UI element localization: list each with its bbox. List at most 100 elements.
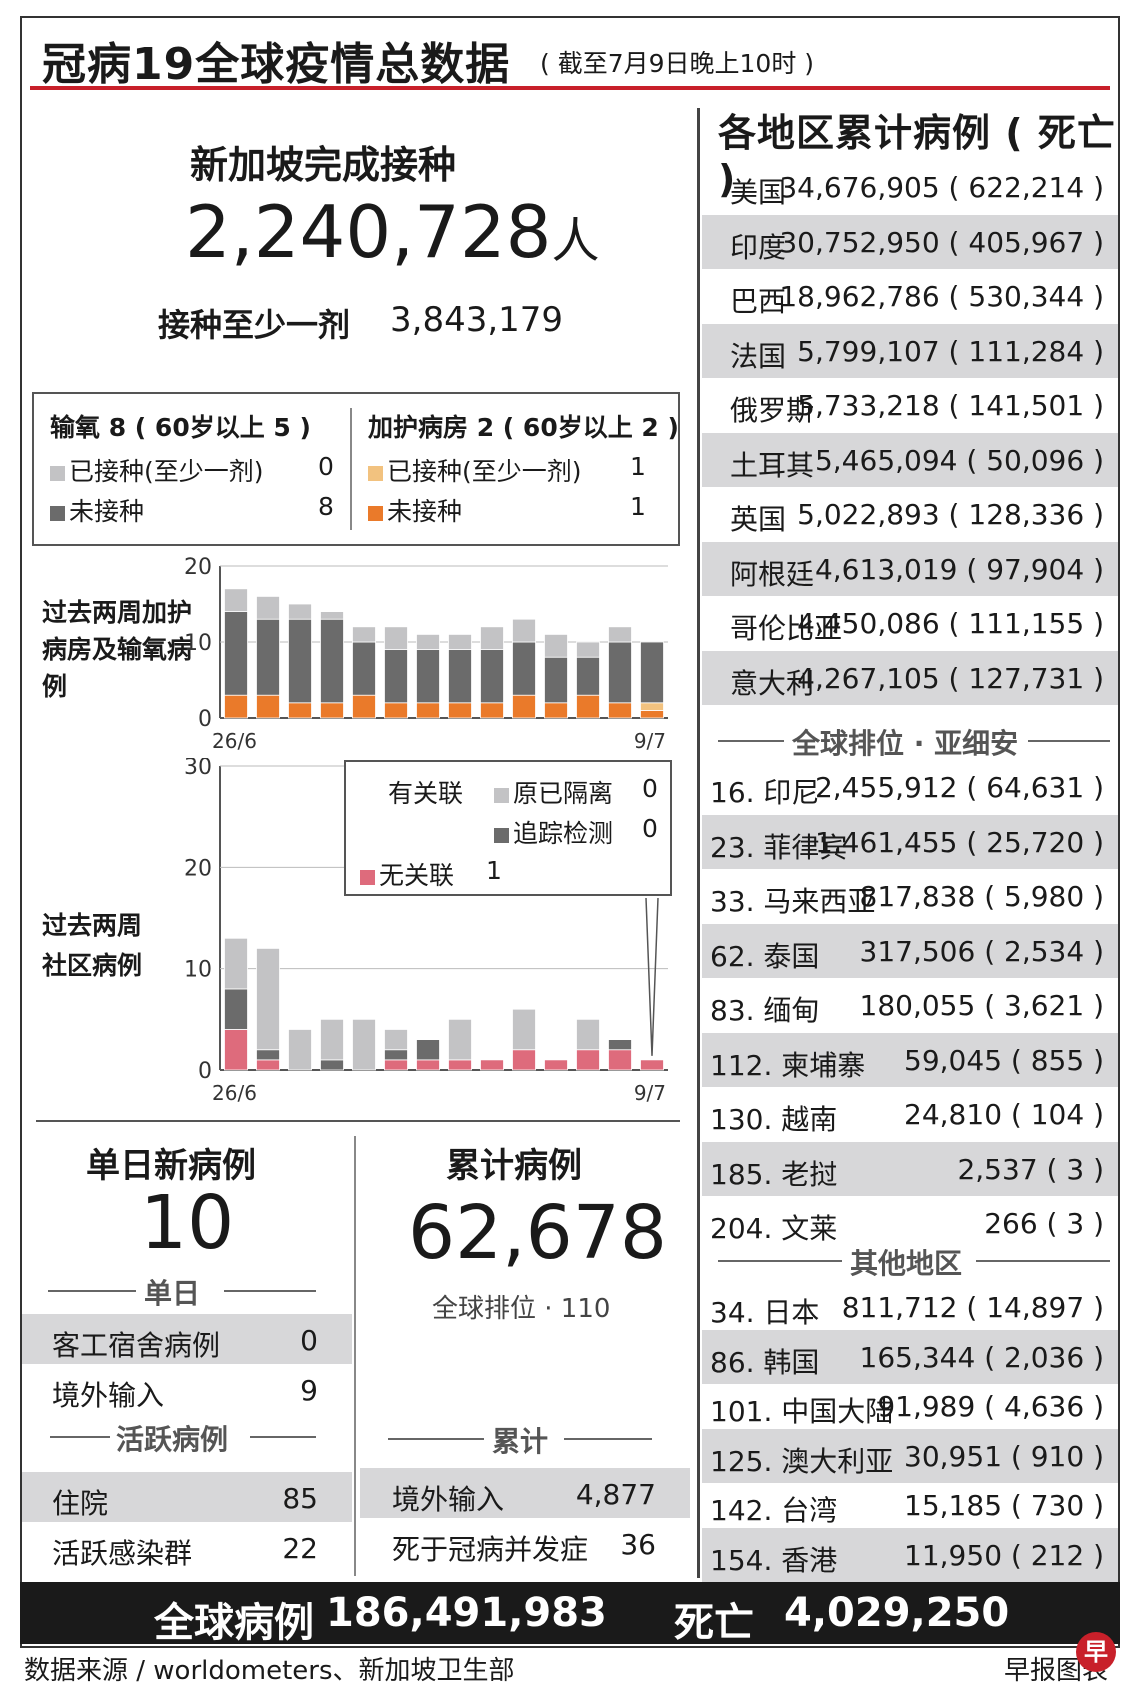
bar-segment [576, 1018, 600, 1051]
region-name: 英国 [730, 503, 787, 536]
bar-segment [288, 702, 312, 719]
region-name: 86. 韩国 [710, 1345, 820, 1379]
global-cases-value: 186,491,983 [326, 1590, 607, 1636]
region-name: 阿根廷 [730, 557, 815, 591]
region-row: 美国 34,676,905 ( 622,214 ) [702, 160, 1118, 214]
dorm-value: 0 [300, 1324, 318, 1357]
bar-segment [640, 1059, 664, 1071]
bar-segment [416, 649, 440, 704]
oxygen-vaccinated-value: 0 [318, 452, 334, 481]
bar-segment [544, 634, 568, 658]
bar-segment [384, 1059, 408, 1071]
region-name: 83. 缅甸 [710, 994, 820, 1027]
y-tick-label: 0 [198, 1059, 212, 1084]
region-name: 哥伦比亚 [730, 612, 843, 645]
region-name: 俄罗斯 [730, 394, 815, 427]
bar-segment [384, 649, 408, 704]
global-deaths-value: 4,029,250 [784, 1590, 1010, 1636]
oxygen-heading: 输氧 8 ( 60岁以上 5 ) [50, 413, 311, 442]
bar-segment [320, 702, 344, 719]
bar-segment [384, 626, 408, 651]
vaccination-count: 2,240,728人 [185, 190, 600, 274]
other-regions-separator: 其他地区 [718, 1240, 1110, 1280]
deaths-row: 死于冠病并发症 36 [360, 1518, 690, 1568]
region-row: 204. 文莱 266 ( 3 ) [702, 1196, 1118, 1250]
bar-segment [416, 634, 440, 651]
region-value: 165,344 ( 2,036 ) [859, 1340, 1105, 1374]
region-row: 土耳其 5,465,094 ( 50,096 ) [702, 432, 1118, 487]
separator-line [976, 1260, 1110, 1262]
region-value: 5,022,893 ( 128,336 ) [797, 498, 1104, 531]
icu-heading: 加护病房 2 ( 60岁以上 2 ) [368, 413, 679, 442]
bar-segment [416, 1059, 440, 1071]
region-name: 142. 台湾 [710, 1494, 838, 1527]
oxygen-unvaccinated-label: 未接种 [50, 492, 144, 528]
region-value: 24,810 ( 104 ) [904, 1098, 1104, 1131]
section-divider [36, 1120, 680, 1122]
bar-segment [512, 1008, 536, 1051]
bar-segment [576, 641, 600, 658]
bar-segment [512, 618, 536, 643]
unlinked-label: 无关联 [360, 856, 454, 892]
bar-segment [480, 702, 504, 719]
region-name: 巴西 [730, 285, 787, 318]
severe-cases-chart: 0 10 20 26/6 9/7 [184, 555, 668, 753]
bar-segment [256, 1059, 280, 1071]
region-value: 34,676,905 ( 622,214 ) [779, 171, 1104, 204]
bar-segment [256, 694, 280, 719]
region-value: 30,752,950 ( 405,967 ) [779, 225, 1104, 259]
bar-segment [512, 641, 536, 696]
x-end-label: 9/7 [634, 1081, 666, 1105]
oxygen-unvaccinated-value: 8 [318, 492, 334, 521]
x-start-label: 26/6 [212, 729, 257, 753]
region-name: 印度 [730, 230, 787, 264]
separator-line [1028, 740, 1110, 742]
bar-segment [352, 626, 376, 643]
region-name: 23. 菲律宾 [710, 830, 848, 864]
icu-unvaccinated-value: 1 [630, 492, 646, 521]
bar-segment [448, 634, 472, 651]
quarantined-label: 原已隔离 [494, 774, 613, 810]
daily-imported-row: 境外输入 9 [22, 1364, 352, 1414]
region-row: 83. 缅甸 180,055 ( 3,621 ) [702, 978, 1118, 1032]
title-divider [30, 86, 1110, 90]
region-row: 33. 马来西亚 817,838 ( 5,980 ) [702, 869, 1118, 923]
daily-imported-value: 9 [300, 1374, 318, 1407]
legend-pointer [645, 897, 659, 1056]
separator-line [564, 1438, 652, 1440]
clusters-label: 活跃感染群 [52, 1537, 193, 1570]
bar-segment [448, 1059, 472, 1071]
unlinked-value: 1 [486, 856, 502, 885]
one-dose-label: 接种至少一剂 [158, 306, 351, 344]
single-day-separator: 单日 [48, 1270, 316, 1310]
region-name: 204. 文莱 [710, 1212, 838, 1245]
x-start-label: 26/6 [212, 1081, 257, 1105]
region-row: 俄罗斯 5,733,218 ( 141,501 ) [702, 378, 1118, 432]
region-value: 5,465,094 ( 50,096 ) [814, 443, 1104, 477]
region-name: 法国 [730, 339, 787, 373]
cumulative-separator: 累计 [388, 1418, 652, 1458]
bar-segment [480, 626, 504, 651]
cumulative-imported-value: 4,877 [575, 1478, 656, 1511]
bar-segment [256, 596, 280, 620]
swatch-grey-light [50, 465, 65, 481]
region-value: 317,506 ( 2,534 ) [859, 934, 1105, 968]
bar-segment [576, 656, 600, 696]
separator-line [718, 1260, 842, 1262]
cumulative-imported-label: 境外输入 [392, 1483, 505, 1516]
region-row: 英国 5,022,893 ( 128,336 ) [702, 487, 1118, 541]
region-row: 阿根廷 4,613,019 ( 97,904 ) [702, 541, 1118, 596]
dorm-row: 客工宿舍病例 0 [22, 1314, 352, 1364]
region-row: 130. 越南 24,810 ( 104 ) [702, 1087, 1118, 1141]
swatch-grey-dark [50, 505, 65, 521]
swatch-traced [494, 827, 509, 843]
bar-segment [640, 641, 664, 704]
separator-label: 活跃病例 [116, 1423, 229, 1456]
global-deaths-label: 死亡 [674, 1600, 754, 1646]
bar-segment [288, 1029, 312, 1071]
clusters-value: 22 [282, 1532, 318, 1565]
vaccination-title: 新加坡完成接种 [190, 143, 457, 187]
page-title: 冠病19全球疫情总数据 [42, 39, 511, 90]
bar-segment [544, 656, 568, 704]
bar-segment [224, 588, 248, 612]
